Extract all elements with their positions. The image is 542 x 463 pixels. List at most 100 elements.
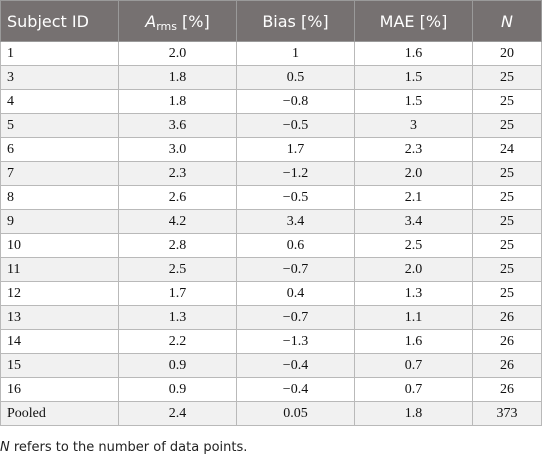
cell-arms: 2.6 [118,185,237,210]
cell-n: 26 [472,377,542,402]
cell-mae: 2.0 [354,257,473,282]
cell-bias: −1.2 [236,161,355,186]
cell-mae: 2.0 [354,161,473,186]
cell-arms: 3.0 [118,137,237,162]
header-bias: Bias [%] [236,0,355,42]
cell-n: 26 [472,305,542,330]
cell-n: 25 [472,65,542,90]
cell-arms: 2.2 [118,329,237,354]
table-row: 14 2.2 −1.3 1.6 26 [0,329,542,354]
table-row: 7 2.3 −1.2 2.0 25 [0,161,542,186]
cell-subject-id: Pooled [0,401,119,426]
cell-bias: 0.5 [236,65,355,90]
cell-n: 25 [472,257,542,282]
footnote-symbol: N [0,440,10,455]
header-arms-subscript: rms [156,19,177,33]
table-row: 1 2.0 1 1.6 20 [0,41,542,66]
cell-n: 25 [472,233,542,258]
header-row: Subject ID Arms [%] Bias [%] MAE [%] N [0,0,542,42]
cell-arms: 2.8 [118,233,237,258]
cell-subject-id: 5 [0,113,119,138]
cell-bias: 0.4 [236,281,355,306]
header-arms-symbol: A [145,11,157,31]
table-row: 4 1.8 −0.8 1.5 25 [0,89,542,114]
cell-subject-id: 13 [0,305,119,330]
results-table: Subject ID Arms [%] Bias [%] MAE [%] N 1… [0,0,542,426]
cell-mae: 0.7 [354,377,473,402]
cell-arms: 2.5 [118,257,237,282]
table-row: 16 0.9 −0.4 0.7 26 [0,377,542,402]
header-subject-id: Subject ID [0,0,119,42]
table-row: 3 1.8 0.5 1.5 25 [0,65,542,90]
table-row: 6 3.0 1.7 2.3 24 [0,137,542,162]
cell-mae: 1.8 [354,401,473,426]
cell-subject-id: 12 [0,281,119,306]
header-n-symbol: N [501,11,513,31]
table-row: Pooled 2.4 0.05 1.8 373 [0,401,542,426]
cell-subject-id: 1 [0,41,119,66]
footnote-text: refers to the number of data points. [9,440,248,455]
cell-n: 20 [472,41,542,66]
cell-mae: 1.6 [354,329,473,354]
cell-arms: 0.9 [118,353,237,378]
cell-bias: 0.6 [236,233,355,258]
cell-arms: 1.7 [118,281,237,306]
cell-arms: 2.0 [118,41,237,66]
cell-subject-id: 6 [0,137,119,162]
cell-n: 25 [472,209,542,234]
table-row: 10 2.8 0.6 2.5 25 [0,233,542,258]
header-n: N [472,0,542,42]
header-mae: MAE [%] [354,0,473,42]
table-row: 11 2.5 −0.7 2.0 25 [0,257,542,282]
cell-mae: 1.1 [354,305,473,330]
table-row: 8 2.6 −0.5 2.1 25 [0,185,542,210]
cell-bias: −0.8 [236,89,355,114]
table-row: 15 0.9 −0.4 0.7 26 [0,353,542,378]
cell-arms: 0.9 [118,377,237,402]
header-arms-unit: [%] [176,11,210,31]
cell-bias: 1.7 [236,137,355,162]
cell-arms: 1.8 [118,89,237,114]
cell-mae: 1.6 [354,41,473,66]
cell-subject-id: 15 [0,353,119,378]
header-arms: Arms [%] [118,0,237,42]
cell-arms: 2.3 [118,161,237,186]
cell-mae: 1.3 [354,281,473,306]
cell-mae: 2.5 [354,233,473,258]
cell-n: 25 [472,89,542,114]
cell-n: 24 [472,137,542,162]
cell-subject-id: 14 [0,329,119,354]
cell-arms: 4.2 [118,209,237,234]
cell-n: 373 [472,401,542,426]
cell-bias: −0.7 [236,305,355,330]
cell-bias: 1 [236,41,355,66]
cell-n: 26 [472,329,542,354]
cell-mae: 2.3 [354,137,473,162]
cell-subject-id: 4 [0,89,119,114]
cell-arms: 1.3 [118,305,237,330]
cell-bias: −0.4 [236,377,355,402]
cell-bias: −1.3 [236,329,355,354]
cell-mae: 1.5 [354,65,473,90]
cell-subject-id: 8 [0,185,119,210]
cell-mae: 3.4 [354,209,473,234]
cell-arms: 2.4 [118,401,237,426]
table-body: 1 2.0 1 1.6 20 3 1.8 0.5 1.5 25 4 1.8 −0.8 1.5 25 5 3.6−… [0,41,542,426]
cell-subject-id: 9 [0,209,119,234]
table-row: 9 4.2 3.4 3.4 25 [0,209,542,234]
cell-arms: 1.8 [118,65,237,90]
cell-n: 25 [472,281,542,306]
cell-n: 26 [472,353,542,378]
cell-bias: −0.5 [236,113,355,138]
table-footnote: N refers to the number of data points. [0,440,247,455]
cell-bias: −0.5 [236,185,355,210]
cell-subject-id: 7 [0,161,119,186]
table-header: Subject ID Arms [%] Bias [%] MAE [%] N [0,0,542,42]
cell-bias: −0.7 [236,257,355,282]
cell-bias: −0.4 [236,353,355,378]
cell-subject-id: 11 [0,257,119,282]
cell-n: 25 [472,185,542,210]
table-row: 12 1.7 0.4 1.3 25 [0,281,542,306]
cell-mae: 0.7 [354,353,473,378]
cell-mae: 1.5 [354,89,473,114]
